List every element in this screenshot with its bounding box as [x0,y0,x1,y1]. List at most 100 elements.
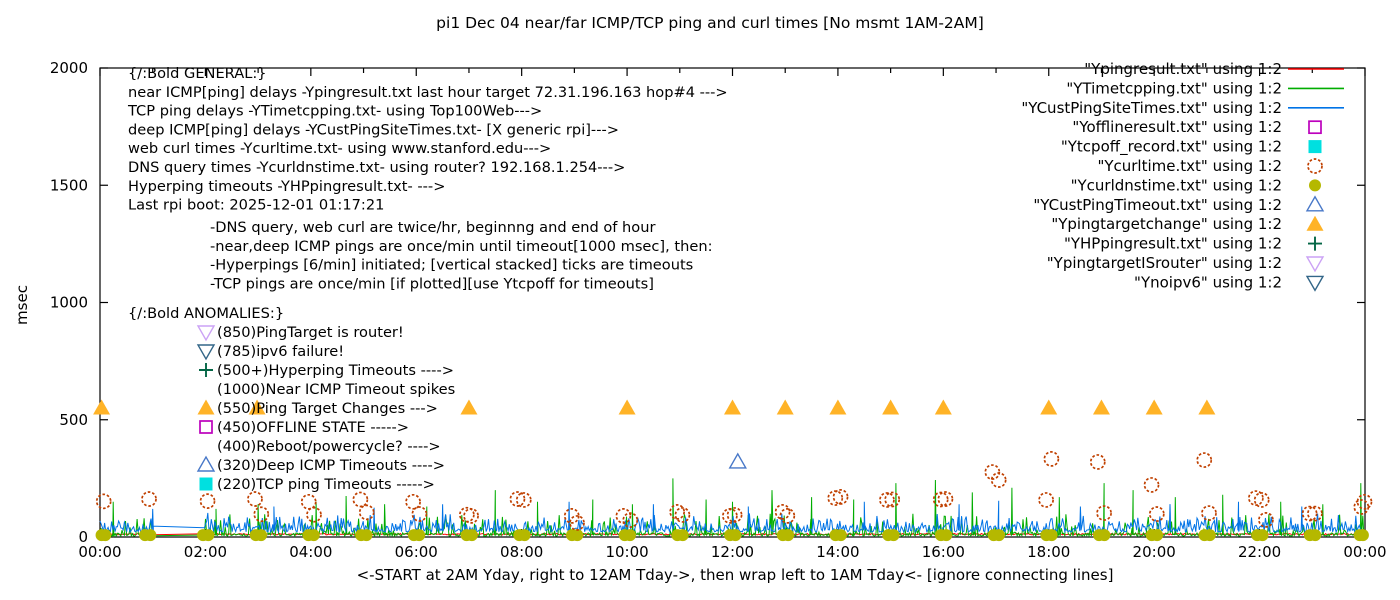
legend-marker-triangle-up-filled [1306,215,1324,231]
legend-label: "Ycurltime.txt" using 1:2 [1097,157,1282,175]
rules-note-line: -TCP pings are once/min [if plotted][use… [210,275,654,292]
curl-time-point [1248,490,1264,506]
curl-time-point [774,504,791,520]
legend-marker-circle-open [1307,158,1323,174]
anomaly-marker-triangle-down-open [196,325,216,342]
general-note-line: {/:Bold GENERAL:} [128,65,267,82]
anomaly-line: (220)TCP ping Timeouts -----> [217,476,435,493]
legend-marker-triangle-up-open [1305,195,1325,212]
legend-label: "Yofflineresult.txt" using 1:2 [1072,118,1282,136]
curl-time-point [832,489,849,505]
curl-time-point [253,506,270,523]
y-tick-label: 500 [59,411,88,429]
x-axis-caption: <-START at 2AM Yday, right to 12AM Tday-… [356,566,1114,584]
curl-time-point [306,506,322,523]
curl-time-point [726,507,743,523]
general-note-line: Last rpi boot: 2025-12-01 01:17:21 [128,197,384,214]
deep-icmp-timeout-point [728,452,747,469]
ping-target-change-point [724,399,741,415]
legend-marker-square-open [1308,120,1322,135]
curl-time-point [932,491,949,508]
curl-time-point [300,493,317,510]
dns-time-point [307,529,320,542]
x-tick-label: 00:00 [1343,543,1386,561]
curl-time-point [622,512,639,528]
legend-label: "YCustPingTimeout.txt" using 1:2 [1033,196,1282,214]
curl-time-point [1148,506,1165,522]
series-deep-icmp-line [99,500,1365,534]
anomaly-marker-triangle-down-open [196,344,216,361]
dns-time-point [1151,529,1164,542]
curl-time-point [411,506,428,522]
curl-time-point [141,491,157,507]
y-tick-label: 1500 [50,176,88,194]
ping-target-change-point [1092,399,1110,415]
chart-title: pi1 Dec 04 near/far ICMP/TCP ping and cu… [436,14,984,32]
anomaly-marker-plus [199,363,213,377]
x-tick-label: 22:00 [1238,543,1281,561]
x-tick-label: 06:00 [395,543,438,561]
legend-label: "Ypingtargetchange" using 1:2 [1051,215,1282,233]
curl-time-point [1038,492,1054,508]
x-tick-label: 00:00 [78,543,121,561]
x-tick-label: 12:00 [711,543,754,561]
anomalies-heading: {/:Bold ANOMALIES:} [128,305,284,322]
anomaly-line: (1000)Near ICMP Timeout spikes [217,381,455,398]
legend-marker-triangle-down-open [1305,256,1325,273]
curl-time-point [515,492,532,508]
anomaly-marker-square-open [199,420,213,434]
legend-label: "YpingtargetISrouter" using 1:2 [1047,254,1282,272]
curl-time-point [247,491,263,507]
dns-time-point [255,529,268,542]
dns-time-point [518,529,531,542]
x-tick-label: 02:00 [184,543,227,561]
curl-time-point [352,491,369,508]
curl-time-point [779,508,796,524]
ping-target-change-point [1040,399,1058,415]
legend-marker-triangle-down-open [1305,275,1325,292]
dns-time-point [99,529,112,542]
curl-time-point [1356,493,1373,510]
dns-time-point [1309,529,1322,542]
ping-target-change-point [1198,399,1216,415]
anomaly-line: (400)Reboot/powercycle? ----> [217,438,441,455]
legend-label: "Ypingresult.txt" using 1:2 [1084,60,1282,78]
dns-time-point [623,529,636,542]
legend-label: "Ytcpoff_record.txt" using 1:2 [1061,138,1282,157]
dns-time-point [413,529,426,542]
anomaly-line: (450)OFFLINE STATE -----> [217,419,409,436]
dns-time-point [729,529,742,542]
general-note-line: Hyperping timeouts -YHPpingresult.txt- -… [128,178,445,195]
curl-time-point [937,491,954,507]
x-tick-label: 18:00 [1027,543,1070,561]
legend-marker-plus [1308,236,1322,251]
x-tick-label: 04:00 [289,543,332,561]
curl-time-point [884,491,901,508]
general-note-line: near ICMP[ping] delays -Ypingresult.txt … [128,84,728,101]
ping-target-change-point [618,399,636,415]
curl-time-point [95,493,112,510]
curl-time-point [509,491,526,507]
dns-time-point [940,529,953,542]
dns-time-point [782,529,795,542]
dns-time-point [144,529,157,542]
rules-note-line: -DNS query, web curl are twice/hr, begin… [210,219,655,236]
anomaly-marker-square-filled [199,477,213,491]
anomaly-line: (850)PingTarget is router! [217,324,404,341]
dns-time-point [1098,529,1111,542]
curl-time-point [563,508,580,524]
dns-time-point [1203,529,1216,542]
legend-marker-circle-filled [1309,179,1321,192]
legend-label: "YCustPingSiteTimes.txt" using 1:2 [1021,99,1282,117]
rules-note-line: -near,deep ICMP pings are once/min until… [210,238,713,255]
ping-target-change-point [93,399,111,415]
curl-time-point [358,504,375,521]
anomaly-line: (550)Ping Target Changes ---> [217,400,438,417]
general-note-line: web curl times -Ycurltime.txt- using www… [128,140,551,157]
x-tick-label: 16:00 [922,543,965,561]
x-tick-label: 20:00 [1133,543,1176,561]
dns-time-point [571,529,584,542]
ping-target-change-point [1145,399,1163,415]
